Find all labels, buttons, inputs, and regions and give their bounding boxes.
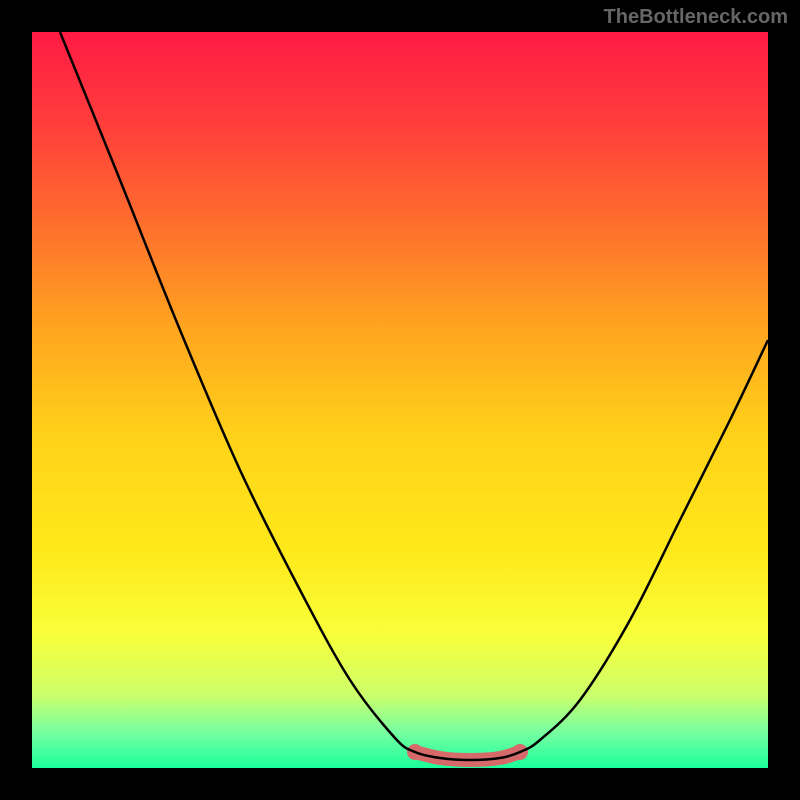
attribution-label: TheBottleneck.com — [604, 6, 788, 29]
chart-background — [32, 32, 768, 768]
bottleneck-curve-chart — [0, 0, 800, 800]
